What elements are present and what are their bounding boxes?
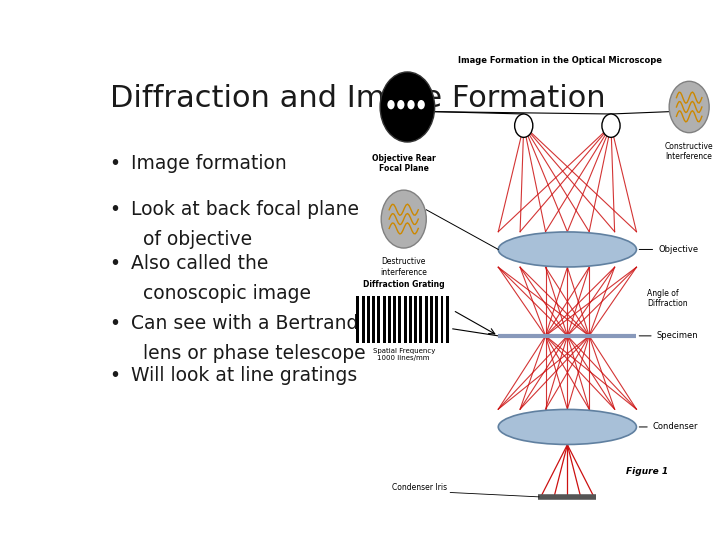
Text: Figure 1: Figure 1 (626, 467, 668, 476)
Bar (409, 296, 412, 343)
Circle shape (397, 100, 405, 109)
Circle shape (515, 114, 533, 137)
Text: •: • (109, 366, 121, 385)
Bar (372, 296, 375, 343)
Text: Specimen: Specimen (639, 332, 698, 340)
Text: Image formation: Image formation (131, 154, 287, 173)
Text: lens or phase telescope: lens or phase telescope (131, 344, 365, 363)
Bar (420, 296, 423, 343)
Text: Look at back focal plane: Look at back focal plane (131, 200, 359, 219)
Text: of objective: of objective (131, 230, 252, 249)
Bar (383, 296, 386, 343)
Text: Condenser: Condenser (639, 422, 698, 431)
Text: Diffraction and Image Formation: Diffraction and Image Formation (109, 84, 605, 112)
Circle shape (387, 100, 395, 109)
Circle shape (380, 72, 435, 142)
Text: Can see with a Bertrand: Can see with a Bertrand (131, 314, 358, 333)
Text: •: • (109, 200, 121, 219)
Bar (361, 296, 364, 343)
Text: Angle of
Diffraction: Angle of Diffraction (647, 289, 688, 308)
Bar (367, 296, 370, 343)
Text: Condenser Iris: Condenser Iris (392, 483, 447, 492)
Circle shape (418, 100, 425, 109)
Ellipse shape (498, 409, 636, 444)
Text: conoscopic image: conoscopic image (131, 284, 311, 303)
Text: Objective: Objective (639, 245, 698, 254)
Bar (430, 296, 433, 343)
Bar (436, 296, 438, 343)
Text: Image Formation in the Optical Microscope: Image Formation in the Optical Microscop… (458, 56, 662, 65)
Text: Spatial Frequency
1000 lines/mm: Spatial Frequency 1000 lines/mm (372, 348, 435, 361)
Ellipse shape (498, 232, 636, 267)
Bar (356, 296, 359, 343)
Circle shape (669, 82, 709, 133)
Text: Also called the: Also called the (131, 254, 268, 273)
Bar (414, 296, 417, 343)
Text: •: • (109, 314, 121, 333)
Bar (404, 296, 407, 343)
Circle shape (602, 114, 620, 137)
Circle shape (381, 190, 426, 248)
Text: Destructive
interference: Destructive interference (380, 258, 427, 277)
Text: Diffraction Grating: Diffraction Grating (363, 280, 444, 289)
Circle shape (408, 100, 415, 109)
Bar (393, 296, 396, 343)
Bar (446, 296, 449, 343)
Text: Objective Rear
Focal Plane: Objective Rear Focal Plane (372, 154, 436, 173)
Bar (441, 296, 444, 343)
Text: •: • (109, 154, 121, 173)
Text: Constructive
Interference: Constructive Interference (665, 142, 714, 161)
Text: Will look at line gratings: Will look at line gratings (131, 366, 357, 385)
Bar (377, 296, 380, 343)
Bar (388, 296, 391, 343)
Bar (425, 296, 428, 343)
Text: •: • (109, 254, 121, 273)
Bar (398, 296, 401, 343)
